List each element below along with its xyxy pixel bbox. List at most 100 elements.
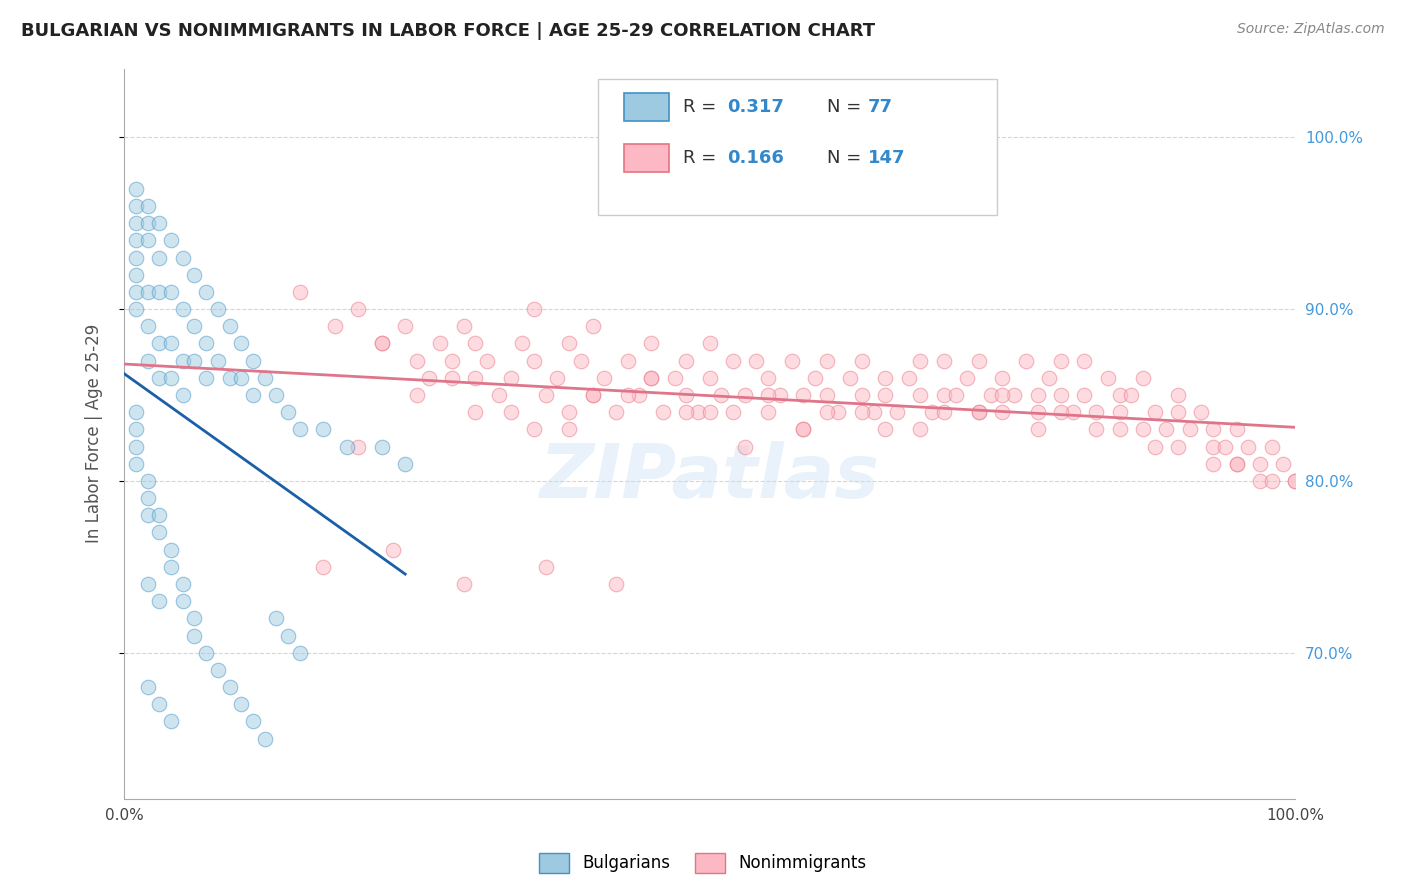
- Point: [581, 388, 603, 402]
- Point: [394, 457, 416, 471]
- Point: [418, 371, 440, 385]
- Point: [1062, 405, 1084, 419]
- Point: [499, 405, 522, 419]
- Point: [172, 388, 194, 402]
- Point: [1038, 371, 1060, 385]
- Point: [1284, 474, 1306, 488]
- Point: [1226, 422, 1249, 436]
- Point: [804, 371, 827, 385]
- Point: [453, 577, 475, 591]
- Point: [699, 405, 721, 419]
- Point: [523, 301, 546, 316]
- Text: R =: R =: [683, 98, 721, 116]
- Point: [371, 336, 394, 351]
- Point: [756, 405, 779, 419]
- Point: [710, 388, 733, 402]
- Point: [125, 405, 148, 419]
- Point: [980, 388, 1002, 402]
- Point: [242, 714, 264, 729]
- Point: [266, 388, 288, 402]
- Point: [136, 474, 159, 488]
- Point: [851, 405, 873, 419]
- Point: [675, 353, 697, 368]
- Point: [136, 233, 159, 247]
- Point: [1002, 388, 1025, 402]
- Point: [932, 388, 955, 402]
- Point: [1108, 388, 1130, 402]
- Point: [721, 405, 744, 419]
- Point: [125, 285, 148, 299]
- Point: [558, 336, 581, 351]
- Point: [734, 440, 756, 454]
- Point: [253, 371, 276, 385]
- Point: [148, 251, 170, 265]
- Point: [546, 371, 568, 385]
- Point: [1026, 422, 1049, 436]
- Point: [1132, 422, 1154, 436]
- Point: [136, 199, 159, 213]
- Point: [569, 353, 592, 368]
- Point: [792, 422, 814, 436]
- Point: [1085, 422, 1108, 436]
- Point: [616, 353, 638, 368]
- Point: [125, 182, 148, 196]
- Point: [651, 405, 673, 419]
- Point: [371, 440, 394, 454]
- Point: [160, 542, 183, 557]
- Point: [347, 440, 370, 454]
- Point: [1178, 422, 1201, 436]
- FancyBboxPatch shape: [624, 145, 669, 172]
- Point: [945, 388, 967, 402]
- Text: N =: N =: [827, 98, 866, 116]
- Point: [1272, 457, 1295, 471]
- Point: [910, 422, 932, 436]
- Point: [815, 405, 838, 419]
- Point: [160, 714, 183, 729]
- Point: [136, 508, 159, 523]
- Point: [231, 698, 253, 712]
- Point: [136, 216, 159, 230]
- Point: [581, 319, 603, 334]
- Text: Source: ZipAtlas.com: Source: ZipAtlas.com: [1237, 22, 1385, 37]
- Point: [605, 577, 627, 591]
- Point: [136, 680, 159, 694]
- Point: [288, 646, 311, 660]
- Text: 77: 77: [868, 98, 893, 116]
- Point: [991, 371, 1014, 385]
- Point: [616, 388, 638, 402]
- Point: [183, 319, 205, 334]
- Point: [148, 336, 170, 351]
- Point: [851, 353, 873, 368]
- Point: [125, 457, 148, 471]
- Point: [745, 353, 768, 368]
- Point: [523, 422, 546, 436]
- Text: N =: N =: [827, 149, 866, 168]
- Point: [136, 577, 159, 591]
- Point: [640, 336, 662, 351]
- Point: [921, 405, 943, 419]
- Point: [172, 577, 194, 591]
- Point: [1213, 440, 1236, 454]
- Point: [756, 388, 779, 402]
- Point: [699, 371, 721, 385]
- FancyBboxPatch shape: [624, 94, 669, 121]
- Point: [207, 301, 229, 316]
- Point: [1108, 422, 1130, 436]
- Point: [1143, 405, 1166, 419]
- Point: [1202, 457, 1225, 471]
- Point: [440, 371, 463, 385]
- Point: [1156, 422, 1178, 436]
- Point: [242, 353, 264, 368]
- Point: [266, 611, 288, 625]
- Point: [1073, 353, 1095, 368]
- Point: [231, 371, 253, 385]
- Point: [183, 353, 205, 368]
- Point: [886, 405, 908, 419]
- Point: [581, 388, 603, 402]
- Point: [475, 353, 498, 368]
- Point: [1237, 440, 1260, 454]
- Point: [1261, 440, 1284, 454]
- Point: [183, 611, 205, 625]
- Point: [218, 319, 240, 334]
- Point: [288, 422, 311, 436]
